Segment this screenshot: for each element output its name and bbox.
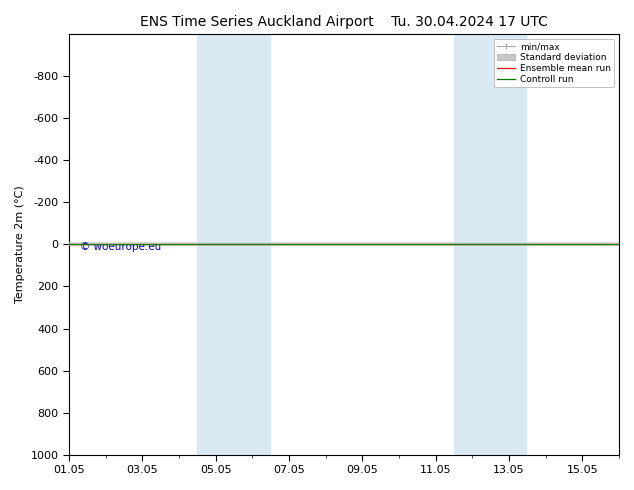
Bar bbox=[454, 34, 527, 455]
Text: © woeurope.eu: © woeurope.eu bbox=[80, 243, 161, 252]
Bar bbox=[197, 34, 271, 455]
Legend: min/max, Standard deviation, Ensemble mean run, Controll run: min/max, Standard deviation, Ensemble me… bbox=[494, 39, 614, 88]
Y-axis label: Temperature 2m (°C): Temperature 2m (°C) bbox=[15, 186, 25, 303]
Title: ENS Time Series Auckland Airport    Tu. 30.04.2024 17 UTC: ENS Time Series Auckland Airport Tu. 30.… bbox=[140, 15, 548, 29]
